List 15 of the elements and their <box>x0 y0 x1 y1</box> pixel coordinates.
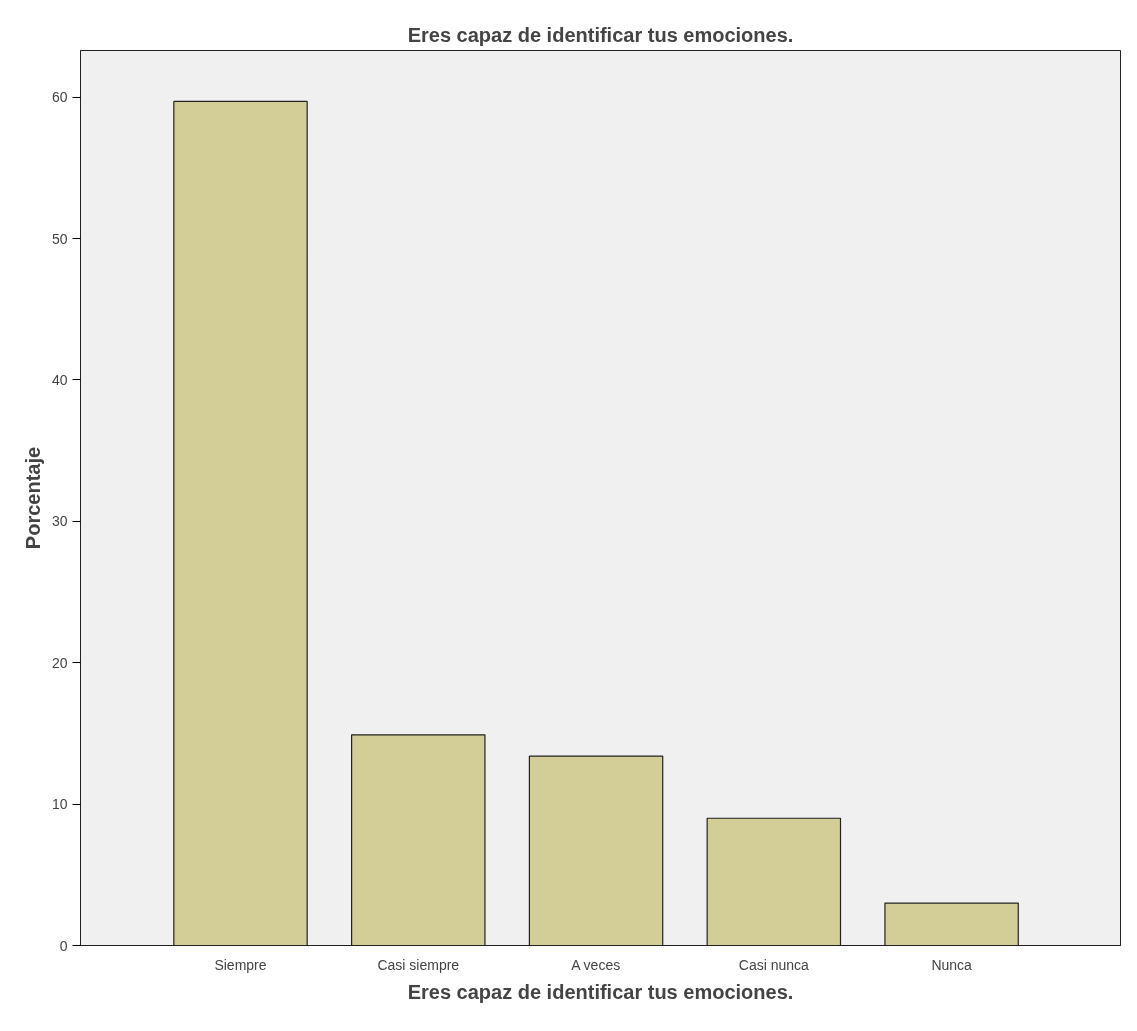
x-tick-label: Nunca <box>931 956 973 973</box>
x-tick-label: Casi siempre <box>377 956 460 973</box>
y-tick-label: 50 <box>51 230 68 247</box>
y-tick-label: 20 <box>51 654 68 671</box>
y-tick-label: 40 <box>51 371 68 388</box>
y-axis-title: Porcentaje <box>21 446 44 550</box>
y-tick-label: 10 <box>51 796 68 813</box>
chart-title: Eres capaz de identificar tus emociones. <box>407 23 794 46</box>
x-tick-label: Casi nunca <box>738 956 810 973</box>
x-tick-label: A veces <box>571 956 621 973</box>
y-tick-label: 0 <box>59 937 68 954</box>
x-tick-label: Siempre <box>214 956 267 973</box>
y-tick-label: 30 <box>51 513 68 530</box>
y-tick-label: 60 <box>51 89 68 106</box>
x-axis-title: Eres capaz de identificar tus emociones. <box>407 980 794 1003</box>
